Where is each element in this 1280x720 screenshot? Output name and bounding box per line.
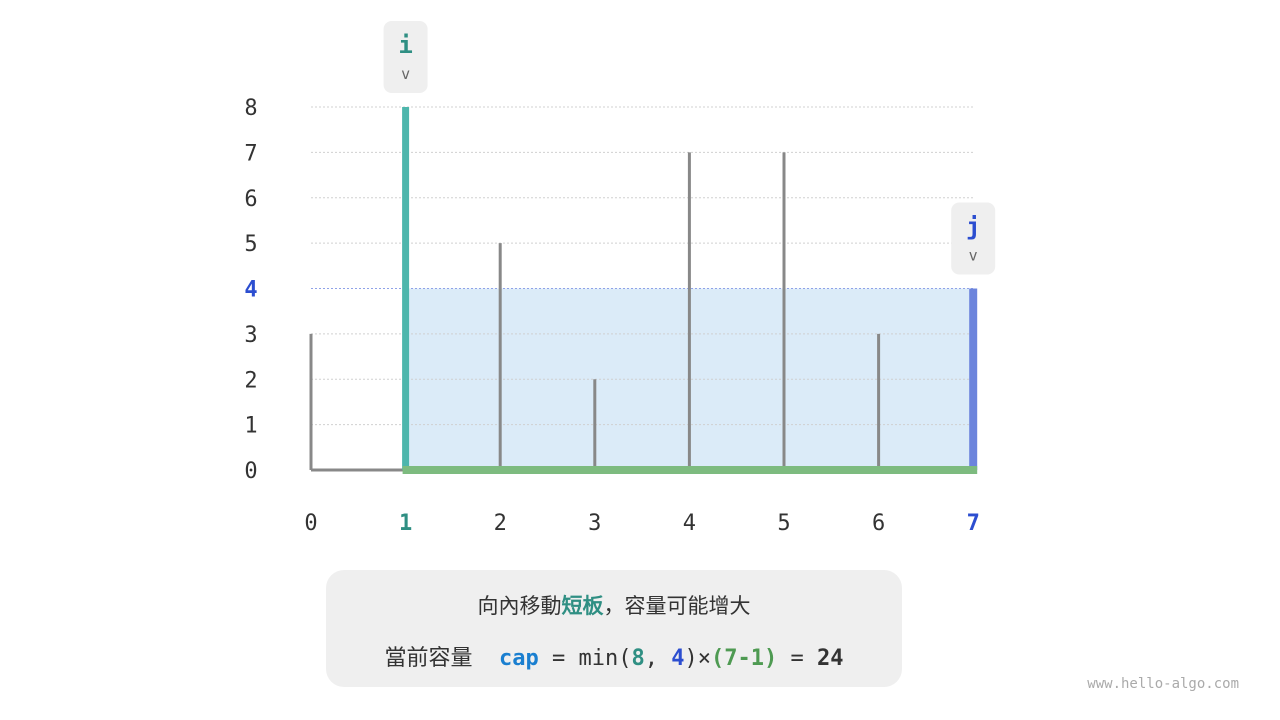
arrow-down-icon: v [401, 65, 410, 83]
y-tick-label: 1 [244, 414, 257, 439]
pointer-i-label: i [398, 31, 412, 59]
caption-text-rest: ，容量可能增大 [603, 594, 751, 618]
bar [593, 379, 597, 470]
x-tick-label: 0 [304, 511, 317, 536]
x-tick-label: 5 [777, 511, 790, 536]
pointer-j-box [951, 202, 996, 275]
bar [309, 333, 313, 470]
formula-label: 當前容量 [384, 646, 473, 671]
y-tick-label: 2 [244, 368, 257, 393]
formula-min: = min( [538, 646, 632, 671]
bar [498, 243, 502, 470]
x-tick-label: 4 [683, 511, 696, 536]
y-tick-label: 8 [244, 96, 257, 121]
x-tick-label: 1 [399, 511, 412, 536]
caption-line-1: 向內移動短板，容量可能增大 [326, 590, 902, 620]
caption-formula: 當前容量 cap = min(8, 4)×(7-1) = 24 [326, 640, 902, 672]
bar [687, 152, 691, 470]
formula-result: 24 [816, 646, 844, 671]
y-tick-label: 0 [244, 459, 257, 484]
pointer-i-box [383, 21, 428, 93]
x-tick-label: 7 [967, 511, 980, 536]
x-tick-label: 3 [588, 511, 601, 536]
bar [782, 152, 786, 470]
x-tick-label: 2 [494, 511, 507, 536]
caption-highlight: 短板 [561, 594, 604, 618]
caption-box: 向內移動短板，容量可能增大 當前容量 cap = min(8, 4)×(7-1)… [326, 570, 902, 687]
formula-height-j: 4 [671, 646, 685, 671]
y-tick-label: 3 [244, 323, 257, 348]
formula-cap: cap [499, 646, 539, 671]
watermark: www.hello-algo.com [1087, 676, 1239, 692]
pointer-j-label: j [966, 213, 980, 241]
width-line [402, 466, 978, 474]
formula-width: (7-1) [711, 646, 778, 671]
x-tick-label: 6 [872, 511, 885, 536]
y-tick-label: 7 [244, 141, 257, 166]
bar-i [402, 107, 410, 470]
y-tick-label: 5 [244, 232, 257, 257]
arrow-down-icon: v [969, 247, 978, 265]
caption-text: 向內移動 [477, 594, 562, 618]
y-tick-label: 6 [244, 187, 257, 212]
formula-comma: , [644, 646, 672, 671]
bar-j [969, 288, 978, 470]
y-tick-label: 4 [244, 278, 257, 303]
formula-height-i: 8 [631, 646, 645, 671]
bar [877, 333, 881, 470]
formula-equals: = [777, 646, 817, 671]
formula-times: )× [684, 646, 712, 671]
